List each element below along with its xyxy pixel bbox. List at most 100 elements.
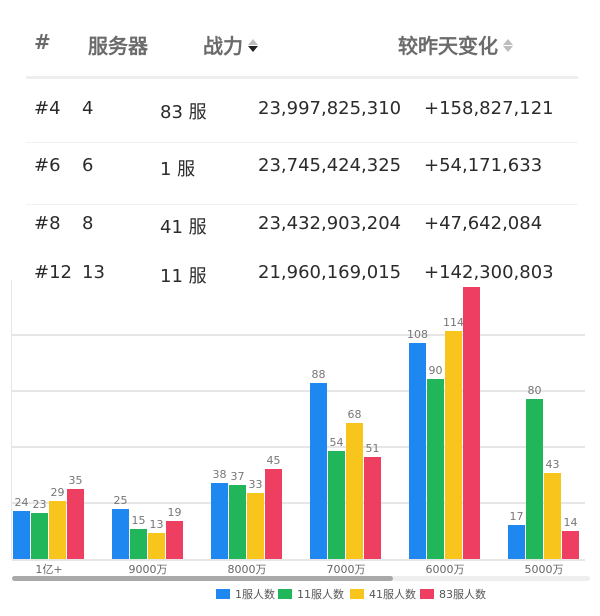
- table-row[interactable]: #6 6 1 服 23,745,424,325 +54,171,633: [0, 137, 600, 195]
- bar[interactable]: [211, 483, 228, 559]
- y-axis-line: [11, 280, 12, 559]
- bar-value-label: 37: [230, 470, 245, 483]
- x-axis-label: 8000万: [227, 563, 267, 576]
- bar-chart: 24 23 29 35 1亿+ 25 15 13 19 9000万 38 37 33 45 8000万 88 5…: [0, 280, 600, 616]
- x-axis-label: 1亿+: [35, 563, 63, 576]
- legend-item[interactable]: 11服人数: [278, 586, 344, 602]
- bar-value-label: 14: [563, 516, 578, 529]
- bar[interactable]: [508, 525, 525, 559]
- x-axis-label: 5000万: [524, 563, 564, 576]
- change-value: +142,300,803: [424, 262, 554, 283]
- x-axis-baseline: [12, 559, 585, 561]
- server-id: 4: [82, 98, 94, 119]
- bar[interactable]: [112, 509, 129, 559]
- header-power-label: 战力: [203, 34, 243, 58]
- row-divider: [26, 204, 578, 205]
- bar[interactable]: [427, 379, 444, 559]
- server-id: 8: [82, 213, 94, 234]
- bar-value-label: 35: [68, 474, 83, 487]
- legend-label: 41服人数: [369, 588, 416, 601]
- bar-value-label: 114: [443, 316, 464, 329]
- bar[interactable]: [526, 399, 543, 559]
- header-change[interactable]: 较昨天变化: [398, 30, 513, 59]
- bar-value-label: 24: [14, 496, 29, 509]
- server-name: 11 服: [160, 266, 207, 287]
- header-divider: [26, 76, 578, 79]
- legend-swatch-icon: [420, 589, 434, 599]
- bar[interactable]: [310, 383, 327, 559]
- server-id: 13: [82, 262, 105, 283]
- legend-item[interactable]: 41服人数: [350, 586, 416, 602]
- bar-value-label: 13: [149, 518, 164, 531]
- legend-label: 83服人数: [439, 588, 486, 601]
- x-axis-label: 9000万: [128, 563, 168, 576]
- legend-swatch-icon: [216, 589, 230, 599]
- bar[interactable]: [130, 529, 147, 559]
- server-name: 83 服: [160, 102, 207, 123]
- bar-value-label: 15: [131, 514, 146, 527]
- server-id: 6: [82, 155, 94, 176]
- legend-swatch-icon: [278, 589, 292, 599]
- power-value: 23,432,903,204: [258, 213, 402, 234]
- chart-scrollbar-thumb[interactable]: [12, 576, 393, 581]
- gridline: [12, 390, 585, 392]
- header-server: 服务器: [88, 34, 148, 58]
- bar[interactable]: [31, 513, 48, 559]
- bar-value-label: 108: [407, 328, 428, 341]
- bar-value-label: 51: [365, 442, 380, 455]
- chart-legend: 1服人数 11服人数 41服人数 83服人数: [0, 586, 600, 604]
- bar-value-label: 45: [266, 454, 281, 467]
- change-value: +158,827,121: [424, 98, 554, 119]
- table-row[interactable]: #4 4 83 服 23,997,825,310 +158,827,121: [0, 80, 600, 138]
- change-value: +47,642,084: [424, 213, 543, 234]
- gridline: [12, 446, 585, 448]
- table-row[interactable]: #12 13 11 服 21,960,169,015 +142,300,803: [0, 244, 600, 302]
- bar[interactable]: [229, 485, 246, 559]
- legend-label: 11服人数: [297, 588, 344, 601]
- bar[interactable]: [562, 531, 579, 559]
- bar[interactable]: [67, 489, 84, 559]
- sort-desc-icon[interactable]: [248, 38, 258, 53]
- gridline: [12, 502, 585, 504]
- bar-value-label: 88: [311, 368, 326, 381]
- bar-value-label: 19: [167, 506, 182, 519]
- row-divider: [26, 142, 578, 143]
- bar[interactable]: [346, 423, 363, 559]
- power-value: 23,997,825,310: [258, 98, 402, 119]
- x-axis-label: 7000万: [326, 563, 366, 576]
- bar[interactable]: [463, 287, 480, 559]
- bar[interactable]: [166, 521, 183, 559]
- rank: #4: [34, 98, 61, 119]
- bar-value-label: 90: [428, 364, 443, 377]
- header-power[interactable]: 战力: [203, 30, 258, 59]
- legend-item[interactable]: 83服人数: [420, 586, 486, 602]
- rank: #8: [34, 213, 61, 234]
- bar[interactable]: [148, 533, 165, 559]
- legend-item[interactable]: 1服人数: [216, 586, 275, 602]
- bar-value-label: 17: [509, 510, 524, 523]
- bar[interactable]: [544, 473, 561, 559]
- power-value: 23,745,424,325: [258, 155, 402, 176]
- legend-label: 1服人数: [235, 588, 275, 601]
- bar[interactable]: [13, 511, 30, 559]
- bar[interactable]: [445, 331, 462, 559]
- bar[interactable]: [328, 451, 345, 559]
- bar-value-label: 80: [527, 384, 542, 397]
- sort-icon[interactable]: [503, 38, 513, 53]
- bar-value-label: 33: [248, 478, 263, 491]
- bar-value-label: 23: [32, 498, 47, 511]
- bar-value-label: 29: [50, 486, 65, 499]
- server-name: 41 服: [160, 217, 207, 238]
- header-change-label: 较昨天变化: [398, 34, 498, 58]
- x-axis-label: 6000万: [425, 563, 465, 576]
- power-value: 21,960,169,015: [258, 262, 402, 283]
- bar-value-label: 54: [329, 436, 344, 449]
- bar[interactable]: [409, 343, 426, 559]
- bar[interactable]: [364, 457, 381, 559]
- bar[interactable]: [49, 501, 66, 559]
- table-row[interactable]: #8 8 41 服 23,432,903,204 +47,642,084: [0, 195, 600, 253]
- bar-value-label: 38: [212, 468, 227, 481]
- bar[interactable]: [247, 493, 264, 559]
- change-value: +54,171,633: [424, 155, 543, 176]
- bar[interactable]: [265, 469, 282, 559]
